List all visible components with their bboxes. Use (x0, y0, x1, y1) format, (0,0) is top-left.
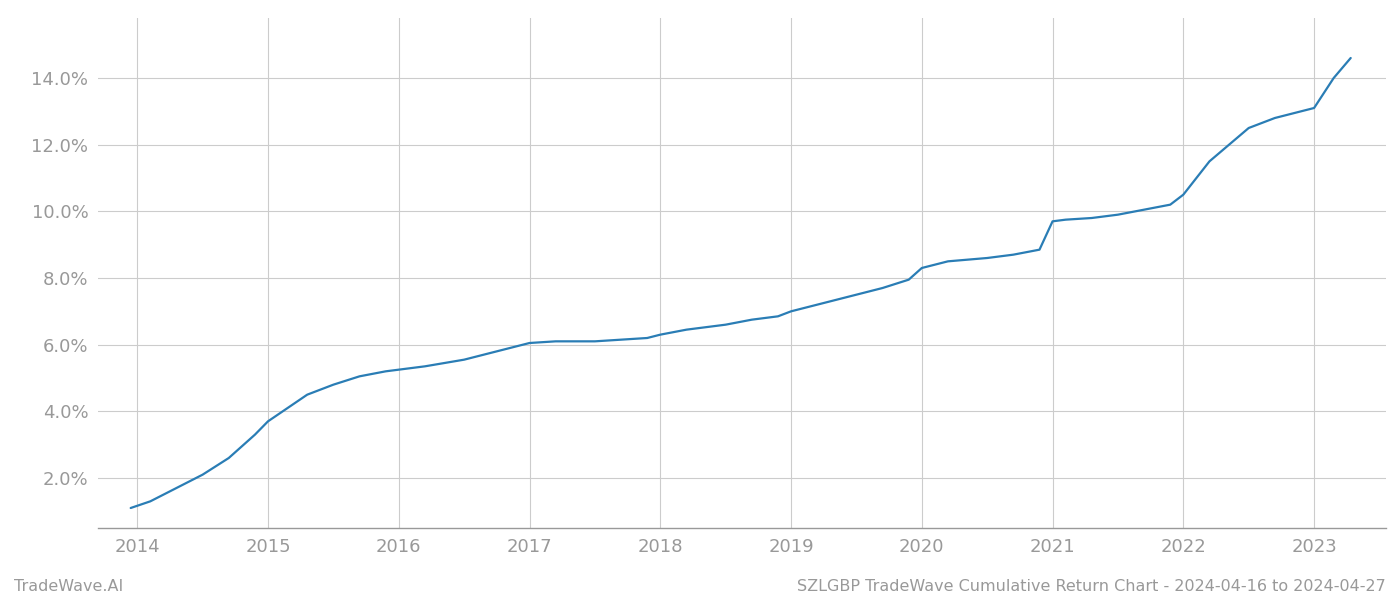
Text: TradeWave.AI: TradeWave.AI (14, 579, 123, 594)
Text: SZLGBP TradeWave Cumulative Return Chart - 2024-04-16 to 2024-04-27: SZLGBP TradeWave Cumulative Return Chart… (797, 579, 1386, 594)
